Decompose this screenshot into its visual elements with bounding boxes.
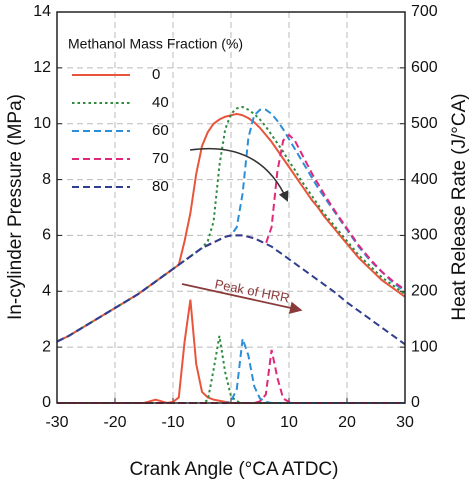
annotation: Peak of HRR (214, 276, 291, 305)
y2-tick-label: 0 (411, 394, 420, 411)
x-tick-label: 0 (227, 414, 236, 431)
x-tick-label: 20 (338, 414, 356, 431)
y-tick-label: 4 (42, 283, 51, 300)
legend-label: 40 (152, 94, 169, 111)
grid (56, 11, 406, 404)
legend-label: 70 (152, 150, 169, 167)
legend-label: 0 (152, 66, 160, 83)
y-tick-label: 8 (42, 171, 51, 188)
series-line (56, 234, 406, 346)
y-tick-label: 0 (42, 394, 51, 411)
x-tick-label: 10 (280, 414, 298, 431)
x-tick-label: 30 (396, 414, 414, 431)
y-tick-label: 6 (42, 227, 51, 244)
hrr-arrow (181, 283, 303, 314)
y2-tick-label: 300 (411, 227, 438, 244)
y2-tick-label: 400 (411, 171, 438, 188)
legend-label: 60 (152, 122, 169, 139)
y-axis-label: In-cylinder Pressure (MPa) (5, 94, 26, 320)
legend-label: 80 (152, 178, 169, 195)
y-tick-label: 14 (33, 3, 51, 20)
y2-tick-label: 200 (411, 283, 438, 300)
y-tick-label: 2 (42, 338, 51, 355)
y-tick-label: 10 (33, 115, 51, 132)
x-tick-label: -30 (45, 414, 68, 431)
y-tick-label: 12 (33, 59, 51, 76)
legend-title: Methanol Mass Fraction (%) (68, 36, 243, 52)
y2-tick-label: 700 (411, 3, 438, 20)
y2-tick-label: 100 (411, 338, 438, 355)
x-tick-label: -10 (161, 414, 184, 431)
plot-frame (56, 11, 406, 404)
x-tick-label: -20 (103, 414, 126, 431)
y2-tick-label: 500 (411, 115, 438, 132)
legend: 0 40 60 70 80 (72, 66, 169, 195)
y2-axis-label: Heat Release Rate (J/°CA) (449, 93, 470, 320)
y2-tick-label: 600 (411, 59, 438, 76)
x-axis-label: Crank Angle (°CA ATDC) (130, 459, 339, 480)
trend-arrow (189, 147, 289, 202)
